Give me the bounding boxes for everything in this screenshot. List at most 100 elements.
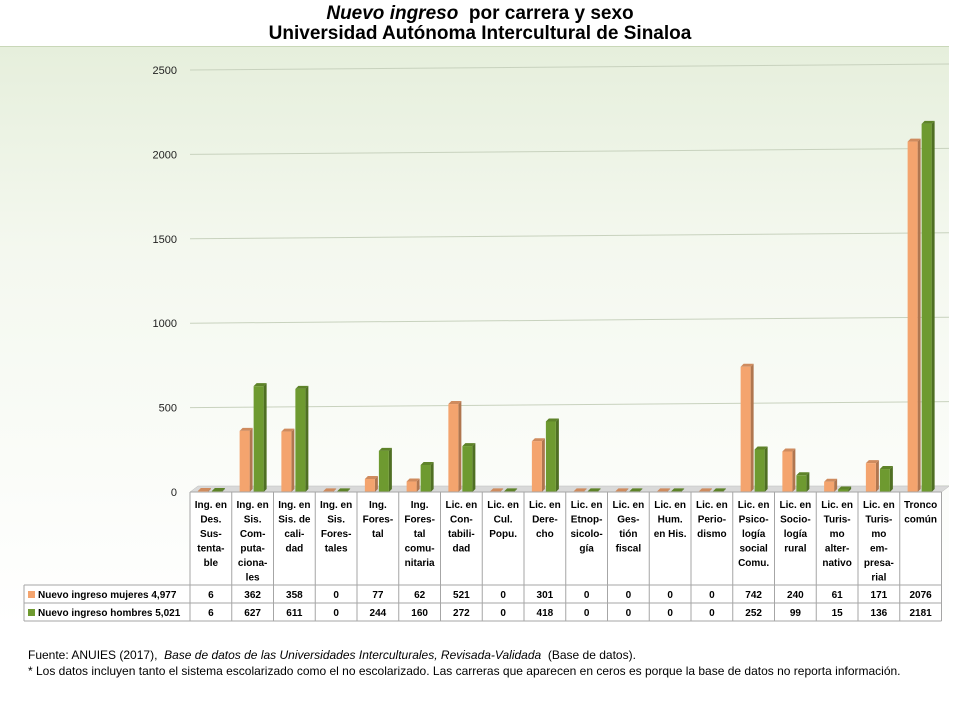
- bar-mujeres: [197, 490, 208, 492]
- category-label: Cul.: [494, 515, 513, 526]
- bar-hombres: [462, 446, 473, 492]
- category-label: Ing. en: [195, 500, 227, 511]
- bar-side: [500, 488, 504, 492]
- category-label: Fores-: [321, 529, 352, 540]
- bar-top: [490, 488, 504, 492]
- category-label: Etnop-: [571, 515, 603, 526]
- y-tick-label: 500: [159, 403, 177, 415]
- category-label: ciona-: [238, 558, 267, 569]
- bar-side: [875, 460, 879, 492]
- gridline: [189, 232, 949, 240]
- gridline: [189, 147, 949, 155]
- data-label: 62: [414, 590, 426, 601]
- bar-top: [629, 488, 643, 492]
- bar-side: [931, 120, 935, 492]
- category-label: Con-: [450, 515, 473, 526]
- bar-top: [587, 488, 601, 492]
- bar-side: [708, 488, 712, 492]
- category-label: alter-: [825, 544, 849, 555]
- category-label: dad: [452, 544, 470, 555]
- bar-hombres: [921, 123, 932, 492]
- bar-side: [555, 418, 559, 492]
- category-label: dad: [285, 544, 303, 555]
- category-label: cali-: [284, 529, 304, 540]
- footnote: * Los datos incluyen tanto el sistema es…: [28, 664, 901, 678]
- bar-side: [889, 466, 893, 492]
- data-label: 77: [372, 590, 384, 601]
- category-label: ble: [204, 558, 219, 569]
- bar-mujeres: [907, 141, 918, 492]
- source-prefix: Fuente: ANUIES (2017),: [28, 648, 158, 662]
- bar-top: [504, 488, 518, 492]
- title-rest: por carrera y sexo: [468, 3, 634, 24]
- bar-side: [722, 488, 726, 492]
- bar-side: [514, 488, 518, 492]
- category-label: cho: [536, 529, 554, 540]
- gridline: [189, 401, 949, 409]
- legend-entry: Nuevo ingreso hombres 5,021: [38, 608, 181, 619]
- gridline: [189, 316, 949, 324]
- bar-mujeres: [865, 463, 876, 492]
- bar-top: [531, 438, 545, 442]
- bar-top: [740, 363, 754, 367]
- data-label: 99: [790, 608, 802, 619]
- y-tick-label: 2500: [153, 65, 177, 77]
- data-label: 0: [500, 590, 506, 601]
- data-label: 358: [286, 590, 303, 601]
- bar-top: [253, 383, 267, 387]
- data-label: 6: [208, 608, 214, 619]
- source-suffix: (Base de datos).: [547, 648, 636, 662]
- category-label: Tronco: [904, 500, 937, 511]
- data-label: 0: [333, 590, 339, 601]
- category-label: fiscal: [616, 544, 642, 555]
- footer: Fuente: ANUIES (2017), Base de datos de …: [28, 647, 943, 679]
- category-label: Fores-: [363, 515, 394, 526]
- y-tick-label: 0: [171, 487, 177, 499]
- category-label: Lic. en: [613, 500, 645, 511]
- bar-hombres: [211, 490, 222, 492]
- category-label: Turis-: [865, 515, 892, 526]
- category-label: nitaria: [405, 558, 435, 569]
- bar-top: [239, 427, 253, 431]
- category-label: nativo: [822, 558, 851, 569]
- y-tick-label: 1500: [153, 234, 177, 246]
- bar-side: [681, 488, 685, 492]
- bar-hombres: [838, 489, 849, 492]
- bar-hombres: [545, 421, 556, 492]
- data-label: 0: [626, 590, 632, 601]
- bar-side: [848, 486, 852, 492]
- bar-top: [323, 488, 337, 492]
- category-label: Perio-: [698, 515, 726, 526]
- category-label: Sis. de: [278, 515, 311, 526]
- data-label: 240: [787, 590, 804, 601]
- bar-top: [824, 478, 838, 482]
- bar-top: [448, 401, 462, 405]
- bar-side: [750, 363, 754, 492]
- bar-top: [782, 448, 796, 452]
- bar-top: [671, 488, 685, 492]
- data-label: 6: [208, 590, 214, 601]
- y-tick-label: 1000: [153, 318, 177, 330]
- data-label: 0: [667, 590, 673, 601]
- category-label: Lic. en: [738, 500, 770, 511]
- bar-side: [207, 487, 211, 492]
- bar-side: [333, 488, 337, 492]
- data-label: 61: [832, 590, 844, 601]
- category-label: Ing. en: [237, 500, 269, 511]
- bar-top: [337, 488, 351, 492]
- category-label: em-: [870, 544, 888, 555]
- category-label: tal: [372, 529, 384, 540]
- category-label: Turis-: [824, 515, 851, 526]
- bar-side: [541, 438, 545, 492]
- data-label: 0: [584, 590, 590, 601]
- category-label: comu-: [405, 544, 435, 555]
- category-label: logía: [742, 529, 766, 540]
- bar-mujeres: [782, 451, 793, 492]
- bar-top: [420, 461, 434, 465]
- category-label: Lic. en: [487, 500, 519, 511]
- bar-side: [388, 447, 392, 492]
- data-label: 611: [286, 608, 303, 619]
- category-label: Ing. en: [278, 500, 310, 511]
- gridline: [189, 63, 949, 71]
- source-title: Base de datos de las Universidades Inter…: [164, 648, 542, 662]
